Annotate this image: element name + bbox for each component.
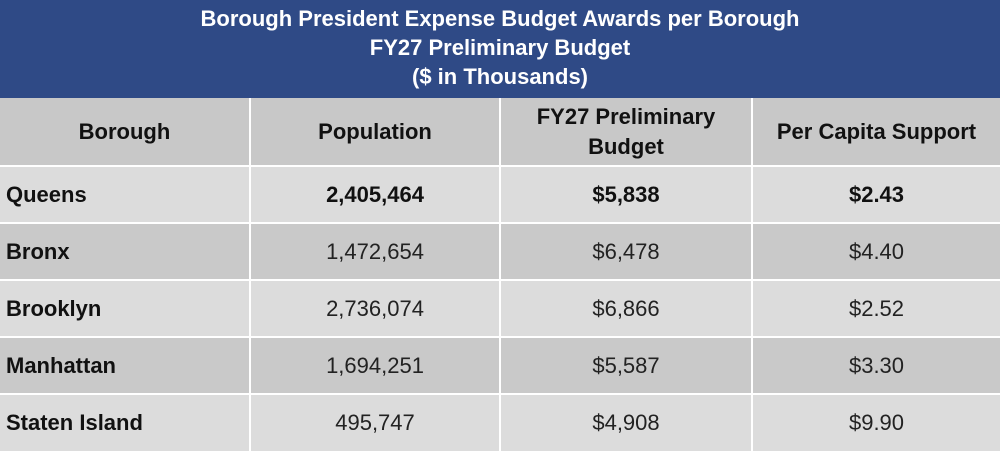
cell-per-capita: $2.52 [752,279,1000,337]
table-row-queens: Queens 2,405,464 $5,838 $2.43 [0,165,1000,223]
table-row-bronx: Bronx 1,472,654 $6,478 $4.40 [0,222,1000,280]
cell-budget: $5,838 [500,165,753,223]
table-row-brooklyn: Brooklyn 2,736,074 $6,866 $2.52 [0,279,1000,337]
table-row-staten-island: Staten Island 495,747 $4,908 $9.90 [0,393,1000,451]
title-line-1: Borough President Expense Budget Awards … [200,6,800,31]
cell-borough: Queens [0,165,251,223]
header-borough: Borough [0,98,251,166]
table-row-manhattan: Manhattan 1,694,251 $5,587 $3.30 [0,336,1000,394]
title-line-3: ($ in Thousands) [412,64,588,89]
header-budget-line-2: Budget [588,133,664,159]
header-budget-line-1: FY27 Preliminary [536,103,716,129]
header-budget: FY27 Preliminary Budget [500,98,753,166]
header-per-capita: Per Capita Support [752,98,1000,166]
cell-population: 2,736,074 [250,279,501,337]
cell-population: 1,694,251 [250,336,501,394]
cell-budget: $4,908 [500,393,753,451]
budget-table: Borough Population FY27 Preliminary Budg… [0,98,1000,451]
cell-budget: $6,478 [500,222,753,280]
table-title: Borough President Expense Budget Awards … [0,0,1000,98]
cell-borough: Staten Island [0,393,251,451]
cell-population: 495,747 [250,393,501,451]
cell-per-capita: $4.40 [752,222,1000,280]
title-line-2: FY27 Preliminary Budget [369,35,631,60]
cell-population: 1,472,654 [250,222,501,280]
cell-budget: $6,866 [500,279,753,337]
cell-per-capita: $2.43 [752,165,1000,223]
cell-per-capita: $3.30 [752,336,1000,394]
header-population: Population [250,98,501,166]
cell-budget: $5,587 [500,336,753,394]
cell-borough: Bronx [0,222,251,280]
header-row: Borough Population FY27 Preliminary Budg… [0,98,1000,166]
cell-per-capita: $9.90 [752,393,1000,451]
cell-borough: Manhattan [0,336,251,394]
cell-population: 2,405,464 [250,165,501,223]
cell-borough: Brooklyn [0,279,251,337]
